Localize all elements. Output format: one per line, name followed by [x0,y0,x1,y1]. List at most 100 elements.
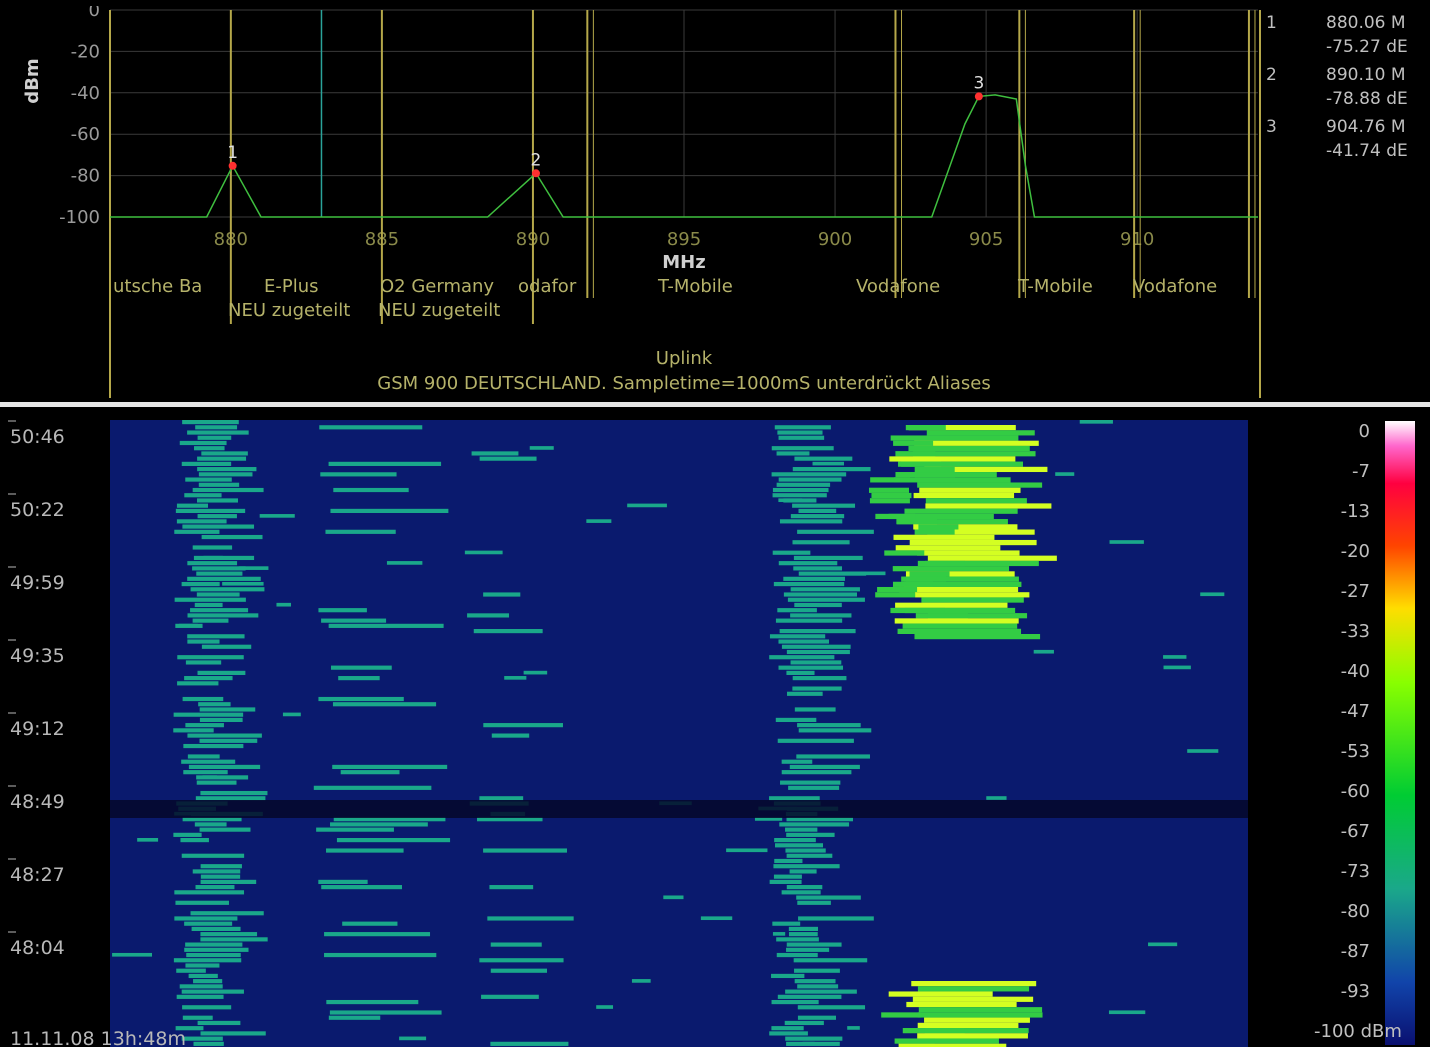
waterfall-signal [775,717,817,723]
waterfall-signal [187,430,249,435]
waterfall-signal [190,911,264,916]
waterfall-signal [200,937,268,942]
waterfall-signal [778,498,803,503]
waterfall-burst [917,1012,1043,1018]
time-label: 49:12 [10,718,65,740]
waterfall-signal [781,770,852,775]
waterfall-burst [914,472,955,478]
waterfall-signal [192,566,246,571]
waterfall-burst [925,498,1027,504]
waterfall-signal [187,576,261,581]
waterfall-signal [188,764,261,770]
waterfall-burst [909,539,1037,546]
footer-title: GSM 900 DEUTSCHLAND. Sampletime=1000mS u… [377,373,990,394]
waterfall-signal [238,566,269,570]
waterfall-signal [754,817,783,821]
waterfall-signal [182,817,242,822]
waterfall-signal [185,963,220,968]
waterfall-signal [195,796,266,801]
waterfall-signal [187,561,238,566]
waterfall-signal [192,487,264,493]
scale-label: -87 [1341,941,1370,962]
waterfall-burst [924,560,965,567]
marker-1-freq: 880.06 M [1326,13,1406,33]
waterfall-signal [797,900,831,905]
waterfall-signal [188,973,218,979]
waterfall-signal [790,514,845,519]
panel-divider[interactable] [0,402,1430,407]
waterfall-burst [901,461,942,467]
waterfall-signal [137,838,159,842]
waterfall-signal [318,608,367,613]
band-label: Vodafone [1133,276,1217,297]
waterfall-signal [183,743,244,749]
x-tick-label: 910 [1120,229,1154,250]
y-axis-label: dBm [22,58,43,103]
waterfall-burst [906,1001,1017,1008]
waterfall-signal [198,702,231,707]
waterfall-signal [793,555,863,561]
waterfall-signal [182,1015,213,1020]
band-label: odafor [518,276,577,297]
scale-label: -33 [1341,621,1370,642]
marker-2-index: 2 [1266,65,1277,85]
waterfall-signal [201,644,252,649]
waterfall-signal [195,425,238,430]
band-label: O2 Germany [380,276,494,297]
waterfall-signal [174,597,246,602]
waterfall-signal [481,994,539,999]
waterfall-signal [777,430,823,435]
waterfall-burst [895,602,1008,608]
waterfall-signal [785,848,826,853]
waterfall-signal [325,529,396,534]
waterfall-signal [176,519,227,524]
waterfall-signal [177,655,244,660]
waterfall-signal [336,838,451,843]
waterfall-signal [785,989,857,994]
waterfall-signal [173,832,202,837]
waterfall-signal [774,838,816,843]
waterfall-signal [786,670,815,675]
band-label: T-Mobile [657,276,733,297]
waterfall-signal [328,623,444,628]
waterfall-signal [175,900,229,905]
waterfall-burst [908,445,1030,452]
waterfall-signal [986,796,1007,800]
waterfall-signal [200,864,242,869]
marker-1-label: 1 [227,143,238,163]
waterfall-signal [201,451,248,456]
waterfall-signal [490,968,548,973]
footer-uplink: Uplink [656,348,713,369]
waterfall-signal [788,785,840,790]
waterfall-signal [332,764,448,770]
waterfall-signal [174,529,220,534]
waterfall-burst [912,451,1036,457]
scale-label: -20 [1341,541,1370,562]
waterfall-plot[interactable]: 50:46 50:22 49:59 49:35 49:12 48:49 48:27 48:04… [8,407,1430,1047]
waterfall-burst [921,597,1024,603]
waterfall-signal [174,916,238,921]
color-scale-bar [1385,421,1415,1045]
waterfall-signal [321,885,402,890]
waterfall-signal [779,519,843,524]
waterfall-signal [182,420,239,425]
waterfall-signal [787,597,865,602]
waterfall-burst [875,592,916,598]
marker-2-label: 2 [531,150,542,170]
waterfall-signal [197,670,246,675]
time-label: 50:46 [10,426,65,448]
waterfall-burst [917,1022,1019,1029]
waterfall-signal [523,670,548,675]
waterfall-burst [915,613,1028,619]
waterfall-signal [112,952,153,957]
waterfall-signal [326,999,419,1005]
waterfall-signal [181,461,232,466]
waterfall-signal [176,503,209,508]
waterfall-burst [918,1007,1043,1013]
band-label-sub: NEU zugeteilt [378,300,500,321]
waterfall-signal [777,738,854,743]
waterfall-signal [328,1015,381,1020]
waterfall-burst [901,576,1019,582]
waterfall-signal [200,879,257,884]
